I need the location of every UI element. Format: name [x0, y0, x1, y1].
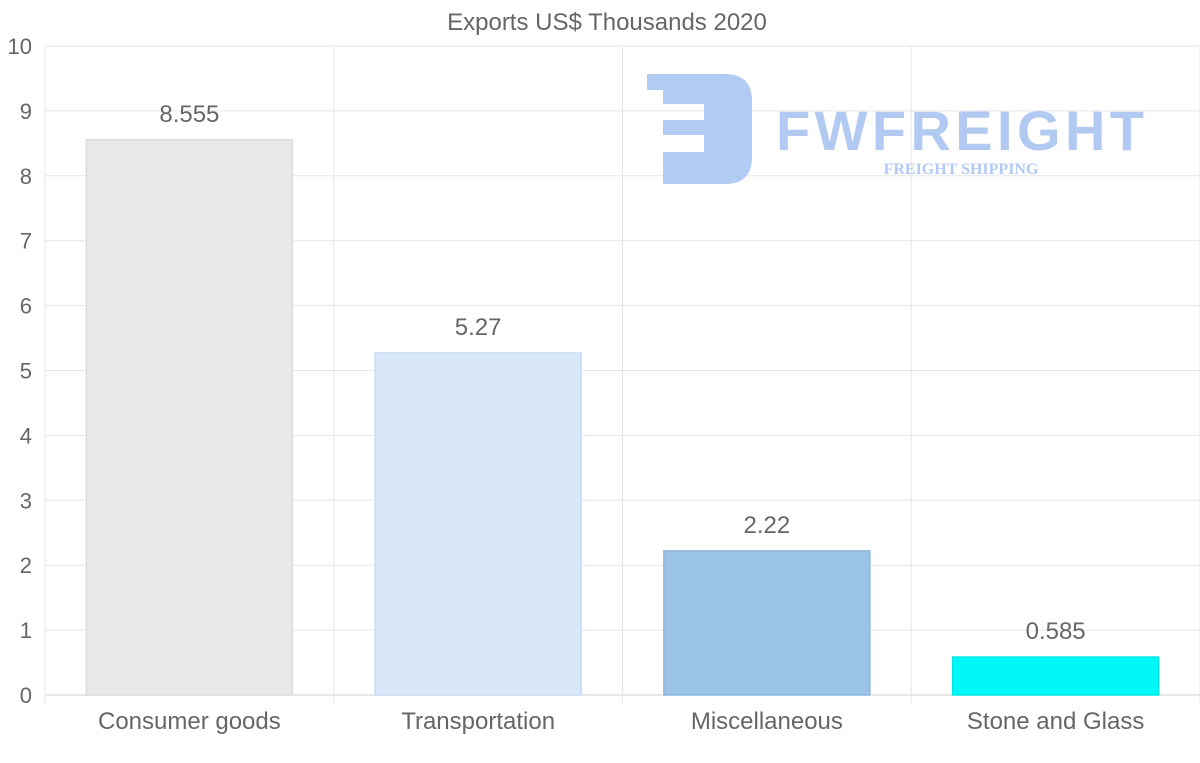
y-tick-label: 4	[20, 423, 32, 448]
bar	[85, 139, 294, 696]
y-tick-label: 9	[20, 99, 32, 124]
y-tick-label: 7	[20, 229, 32, 254]
bars	[85, 139, 1160, 696]
chart-title: Exports US$ Thousands 2020	[447, 9, 767, 36]
x-tick-label: Stone and Glass	[967, 708, 1144, 735]
labels: 0 1 2 3 4 5 6 7 8 9 10 8.555 Consumer goods 5.27 Trans…	[8, 34, 1145, 735]
x-tick-label: Miscellaneous	[691, 708, 843, 735]
y-tick-label: 5	[20, 359, 32, 384]
logo-mark-icon	[647, 74, 752, 184]
data-label: 2.22	[744, 512, 791, 539]
data-label: 5.27	[455, 314, 502, 341]
y-tick-label: 2	[20, 553, 32, 578]
watermark-brand: FWFREIGHT	[776, 99, 1146, 162]
watermark-logo: FWFREIGHT FREIGHT SHIPPING	[647, 74, 1146, 184]
y-tick-label: 10	[8, 34, 32, 59]
y-tick-label: 1	[20, 618, 32, 643]
data-label: 0.585	[1026, 618, 1086, 645]
bar	[374, 352, 582, 696]
y-tick-label: 0	[20, 683, 32, 708]
x-tick-label: Consumer goods	[98, 708, 281, 735]
watermark-tagline: FREIGHT SHIPPING	[884, 161, 1039, 178]
y-tick-label: 3	[20, 488, 32, 513]
x-tick-label: Transportation	[401, 708, 555, 735]
data-label: 8.555	[159, 101, 219, 128]
y-tick-label: 6	[20, 294, 32, 319]
y-tick-label: 8	[20, 164, 32, 189]
bar	[951, 656, 1160, 696]
bar	[663, 550, 871, 696]
